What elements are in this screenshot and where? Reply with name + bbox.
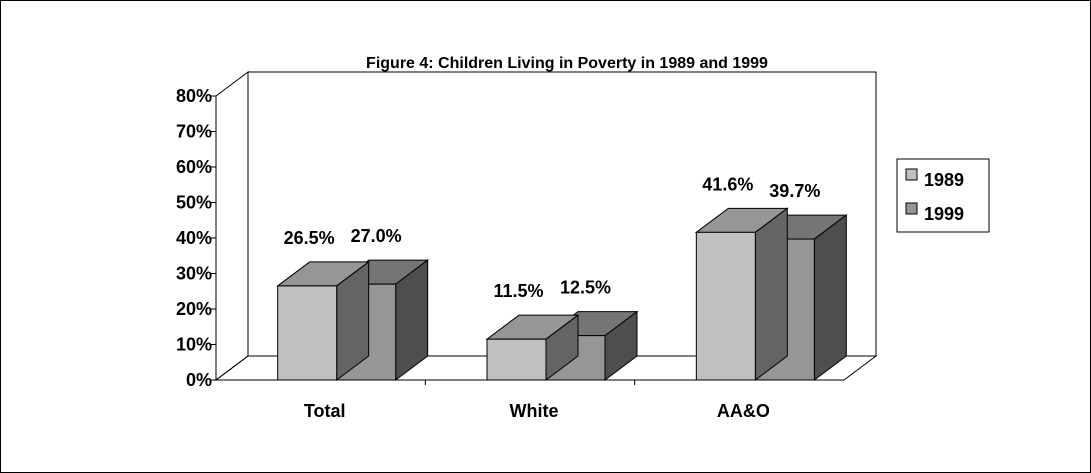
y-tick-label: 10% (176, 335, 212, 355)
x-axis-label: White (510, 401, 559, 421)
data-label: 26.5% (284, 228, 335, 248)
y-tick-label: 40% (176, 228, 212, 248)
y-tick-label: 30% (176, 264, 212, 284)
x-axis-labels: Total White AA&O (304, 401, 770, 421)
side-wall (215, 71, 249, 381)
legend-swatch (905, 168, 918, 181)
y-tick-label: 20% (176, 299, 212, 319)
legend-swatch (905, 202, 918, 215)
x-axis-label: Total (304, 401, 346, 421)
bar-side (813, 214, 847, 381)
legend-label: 1989 (924, 170, 964, 190)
legend: 1989 1999 (896, 158, 990, 233)
data-label: 41.6% (702, 174, 753, 194)
bar-AA&O-1989 (694, 207, 789, 381)
y-tick-label: 0% (186, 370, 212, 390)
bar-White-1989 (485, 314, 580, 381)
bar-front (277, 285, 338, 381)
data-label: 39.7% (769, 181, 820, 201)
legend-label: 1999 (924, 204, 964, 224)
data-label: 27.0% (351, 226, 402, 246)
data-labels: 26.5% 27.0% 11.5% 12.5% 41.6% 39.7% (284, 174, 821, 301)
bar-side (754, 207, 788, 381)
data-label: 11.5% (493, 281, 543, 301)
bar-front (695, 231, 756, 381)
y-axis-ticks: 0% 10% 20% 30% 40% 50% 60% 70% 80% (176, 86, 636, 390)
y-tick-label: 50% (176, 193, 212, 213)
y-tick-label: 60% (176, 157, 212, 177)
bar-front (486, 338, 547, 381)
bar-Total-1989 (276, 260, 371, 381)
data-label: 12.5% (560, 278, 611, 298)
back-wall (248, 71, 877, 356)
y-tick-label: 70% (176, 122, 212, 142)
chart-title: Figure 4: Children Living in Poverty in … (366, 55, 768, 72)
bars (276, 207, 848, 381)
x-axis-label: AA&O (717, 401, 770, 421)
y-tick-label: 80% (176, 86, 212, 106)
